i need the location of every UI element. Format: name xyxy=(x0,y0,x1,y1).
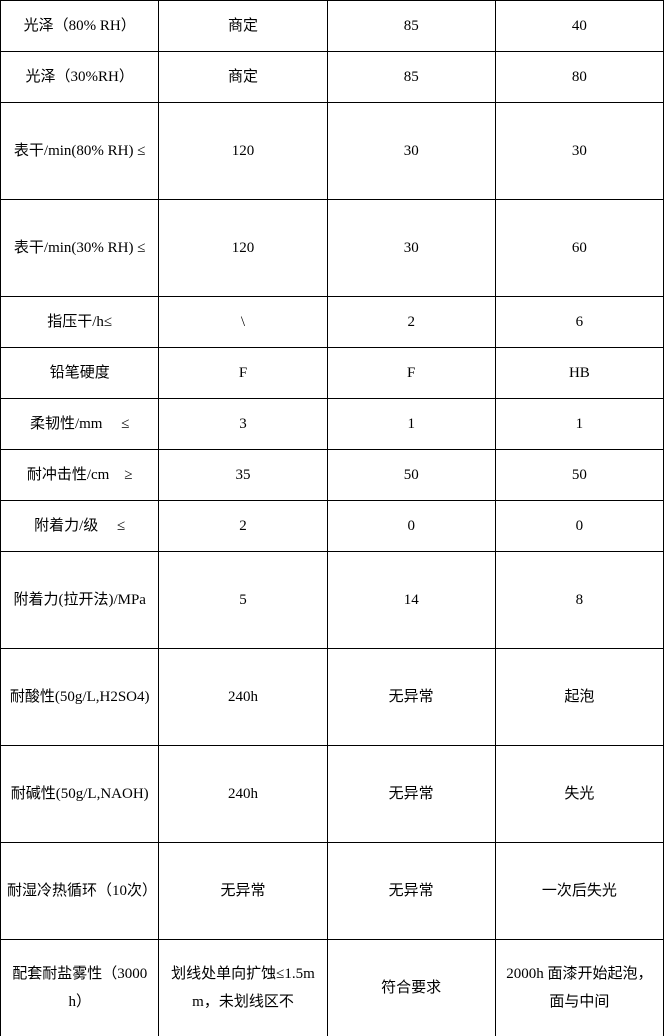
row-col-3: 0 xyxy=(495,501,663,552)
row-col-1: 2 xyxy=(159,501,327,552)
table-row: 表干/min(30% RH) ≤1203060 xyxy=(1,200,664,297)
row-col-3: 8 xyxy=(495,552,663,649)
row-col-3: 失光 xyxy=(495,746,663,843)
row-col-3: 40 xyxy=(495,1,663,52)
row-col-3: 1 xyxy=(495,399,663,450)
row-label: 配套耐盐雾性（3000h） xyxy=(1,940,159,1036)
table-row: 耐碱性(50g/L,NAOH)240h无异常失光 xyxy=(1,746,664,843)
row-label: 附着力/级 ≤ xyxy=(1,501,159,552)
row-col-3: 2000h 面漆开始起泡，面与中间 xyxy=(495,940,663,1036)
row-col-1: 无异常 xyxy=(159,843,327,940)
row-col-1: 商定 xyxy=(159,1,327,52)
row-label: 表干/min(80% RH) ≤ xyxy=(1,103,159,200)
row-col-2: 50 xyxy=(327,450,495,501)
table-row: 配套耐盐雾性（3000h）划线处单向扩蚀≤1.5mm，未划线区不符合要求2000… xyxy=(1,940,664,1036)
row-col-2: 无异常 xyxy=(327,843,495,940)
table-row: 耐湿冷热循环（10次）无异常无异常一次后失光 xyxy=(1,843,664,940)
row-col-1: 商定 xyxy=(159,52,327,103)
spec-table-body: 光泽（80% RH）商定8540光泽（30%RH）商定8580表干/min(80… xyxy=(1,1,664,1036)
row-col-1: 划线处单向扩蚀≤1.5mm，未划线区不 xyxy=(159,940,327,1036)
table-row: 附着力(拉开法)/MPa5148 xyxy=(1,552,664,649)
row-col-3: 50 xyxy=(495,450,663,501)
row-col-1: 120 xyxy=(159,200,327,297)
row-col-1: 35 xyxy=(159,450,327,501)
row-col-2: 14 xyxy=(327,552,495,649)
row-label: 表干/min(30% RH) ≤ xyxy=(1,200,159,297)
row-label: 光泽（30%RH） xyxy=(1,52,159,103)
row-label: 指压干/h≤ xyxy=(1,297,159,348)
row-col-2: F xyxy=(327,348,495,399)
row-label: 耐湿冷热循环（10次） xyxy=(1,843,159,940)
row-col-2: 30 xyxy=(327,103,495,200)
table-row: 光泽（30%RH）商定8580 xyxy=(1,52,664,103)
table-row: 指压干/h≤\26 xyxy=(1,297,664,348)
row-col-2: 0 xyxy=(327,501,495,552)
row-col-1: 240h xyxy=(159,746,327,843)
row-col-2: 1 xyxy=(327,399,495,450)
table-row: 柔韧性/mm ≤311 xyxy=(1,399,664,450)
row-col-3: 起泡 xyxy=(495,649,663,746)
row-col-2: 2 xyxy=(327,297,495,348)
spec-table-container: 光泽（80% RH）商定8540光泽（30%RH）商定8580表干/min(80… xyxy=(0,0,664,1036)
table-row: 铅笔硬度FFHB xyxy=(1,348,664,399)
row-col-3: 60 xyxy=(495,200,663,297)
row-col-1: \ xyxy=(159,297,327,348)
row-col-3: 30 xyxy=(495,103,663,200)
table-row: 光泽（80% RH）商定8540 xyxy=(1,1,664,52)
spec-table: 光泽（80% RH）商定8540光泽（30%RH）商定8580表干/min(80… xyxy=(0,0,664,1036)
row-label: 耐碱性(50g/L,NAOH) xyxy=(1,746,159,843)
row-col-2: 85 xyxy=(327,1,495,52)
row-col-3: HB xyxy=(495,348,663,399)
row-label: 光泽（80% RH） xyxy=(1,1,159,52)
row-col-2: 85 xyxy=(327,52,495,103)
row-col-2: 无异常 xyxy=(327,649,495,746)
table-row: 耐酸性(50g/L,H2SO4)240h无异常起泡 xyxy=(1,649,664,746)
row-col-3: 一次后失光 xyxy=(495,843,663,940)
row-col-2: 无异常 xyxy=(327,746,495,843)
row-col-3: 80 xyxy=(495,52,663,103)
table-row: 耐冲击性/cm ≥355050 xyxy=(1,450,664,501)
row-col-2: 符合要求 xyxy=(327,940,495,1036)
row-col-2: 30 xyxy=(327,200,495,297)
row-label: 铅笔硬度 xyxy=(1,348,159,399)
row-col-3: 6 xyxy=(495,297,663,348)
row-label: 耐冲击性/cm ≥ xyxy=(1,450,159,501)
row-col-1: 120 xyxy=(159,103,327,200)
row-label: 附着力(拉开法)/MPa xyxy=(1,552,159,649)
table-row: 表干/min(80% RH) ≤1203030 xyxy=(1,103,664,200)
row-label: 柔韧性/mm ≤ xyxy=(1,399,159,450)
row-col-1: 3 xyxy=(159,399,327,450)
row-col-1: 5 xyxy=(159,552,327,649)
row-col-1: F xyxy=(159,348,327,399)
table-row: 附着力/级 ≤200 xyxy=(1,501,664,552)
row-col-1: 240h xyxy=(159,649,327,746)
row-label: 耐酸性(50g/L,H2SO4) xyxy=(1,649,159,746)
